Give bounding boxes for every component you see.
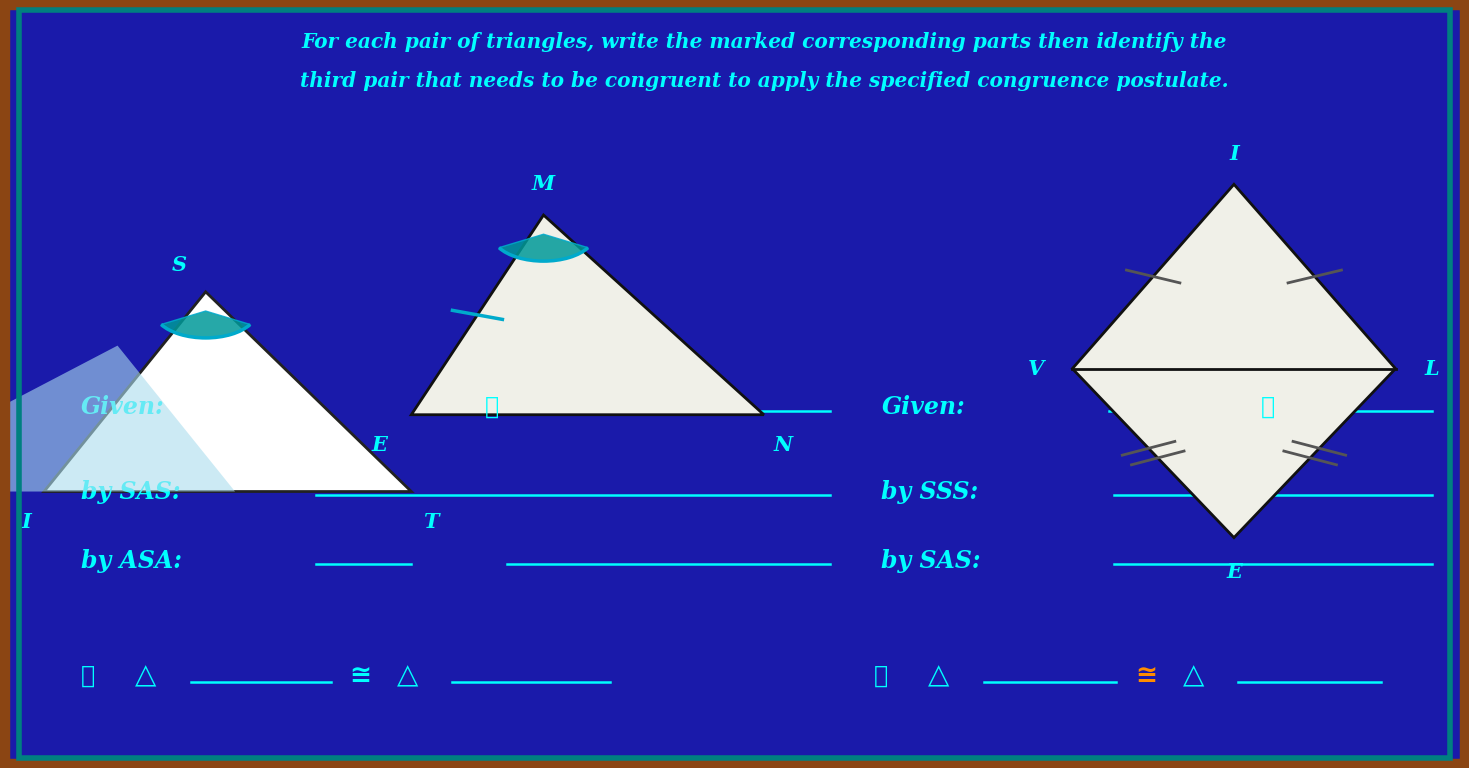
Text: For each pair of triangles, write the marked corresponding parts then identify t: For each pair of triangles, write the ma… xyxy=(301,32,1227,52)
Polygon shape xyxy=(1072,184,1396,538)
Text: S: S xyxy=(172,255,187,275)
Polygon shape xyxy=(0,346,235,492)
Text: △: △ xyxy=(135,662,157,690)
Text: by SAS:: by SAS: xyxy=(81,479,181,504)
Polygon shape xyxy=(499,234,588,261)
Text: ∴: ∴ xyxy=(81,664,95,688)
Text: Given:: Given: xyxy=(81,395,165,419)
Text: E: E xyxy=(1227,562,1241,582)
Text: ≅: ≅ xyxy=(1136,663,1158,689)
Polygon shape xyxy=(44,292,411,492)
Text: ∷: ∷ xyxy=(485,395,499,419)
Text: E: E xyxy=(372,435,386,455)
Text: T: T xyxy=(423,512,438,532)
Text: ≅: ≅ xyxy=(350,663,372,689)
Text: by ASA:: by ASA: xyxy=(81,548,182,573)
Polygon shape xyxy=(162,311,250,338)
Text: △: △ xyxy=(1183,662,1205,690)
Text: third pair that needs to be congruent to apply the specified congruence postulat: third pair that needs to be congruent to… xyxy=(300,71,1228,91)
Text: N: N xyxy=(773,435,793,455)
Text: ∴: ∴ xyxy=(874,664,889,688)
Text: Given:: Given: xyxy=(881,395,965,419)
Text: △: △ xyxy=(928,662,950,690)
Text: ∷: ∷ xyxy=(1260,395,1275,419)
Text: I: I xyxy=(1230,144,1238,164)
Text: M: M xyxy=(532,174,555,194)
Text: △: △ xyxy=(397,662,419,690)
Text: V: V xyxy=(1027,359,1044,379)
Text: L: L xyxy=(1425,359,1440,379)
Text: I: I xyxy=(22,512,31,532)
Polygon shape xyxy=(411,215,764,415)
Text: by SSS:: by SSS: xyxy=(881,479,978,504)
Text: by SAS:: by SAS: xyxy=(881,548,981,573)
